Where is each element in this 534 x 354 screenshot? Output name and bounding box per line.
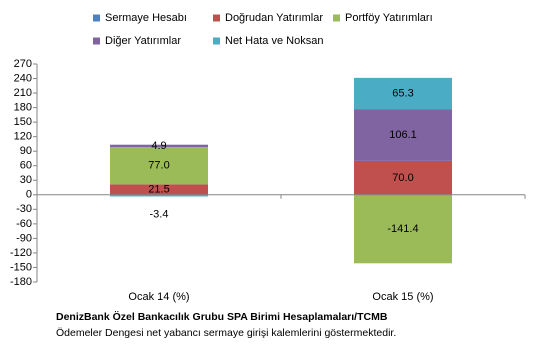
y-tick-label: 90 xyxy=(20,145,32,157)
bar-segment xyxy=(110,147,208,185)
y-tick-label: -180 xyxy=(10,276,32,288)
y-tick-label: -90 xyxy=(16,232,32,244)
note: Ödemeler Dengesi net yabancı sermaye gir… xyxy=(56,327,396,339)
legend-swatch xyxy=(93,37,100,45)
legend-swatch xyxy=(213,14,220,22)
source: DenizBank Özel Bankacılık Grubu SPA Biri… xyxy=(56,310,388,323)
y-tick-label: 180 xyxy=(14,102,32,114)
bar-segment xyxy=(354,194,452,264)
bar-segment xyxy=(110,184,208,195)
legend-swatch xyxy=(333,14,340,22)
y-tick-label: 60 xyxy=(20,160,32,172)
data-label: 21.5 xyxy=(148,183,169,195)
legend-swatch xyxy=(93,14,100,22)
y-tick-label: 30 xyxy=(20,174,32,186)
bar-segment xyxy=(354,77,452,110)
bar-segment xyxy=(354,160,452,195)
bar-segment xyxy=(110,194,208,197)
legend-label: Doğrudan Yatırımlar xyxy=(225,12,323,24)
x-tick-label: Ocak 15 (%) xyxy=(372,291,433,303)
bar-segment xyxy=(110,144,208,148)
legend-label: Diğer Yatırımlar xyxy=(105,35,181,47)
data-label: 4.9 xyxy=(151,140,166,152)
y-tick-label: 0 xyxy=(26,189,32,201)
data-label: 70.0 xyxy=(392,172,413,184)
legend-swatch xyxy=(213,37,220,45)
legend-label: Portföy Yatırımları xyxy=(345,12,433,24)
y-tick-label: 240 xyxy=(14,72,32,84)
bar-segment xyxy=(354,109,452,161)
legend-label: Net Hata ve Noksan xyxy=(225,35,323,47)
legend-label: Sermaye Hesabı xyxy=(105,12,187,24)
y-tick-label: 120 xyxy=(14,131,32,143)
data-label: 77.0 xyxy=(148,160,169,172)
y-tick-label: 150 xyxy=(14,116,32,128)
y-tick-label: 270 xyxy=(14,58,32,70)
x-tick-label: Ocak 14 (%) xyxy=(128,291,189,303)
data-label: 65.3 xyxy=(392,88,413,100)
y-tick-label: -120 xyxy=(10,247,32,259)
y-tick-label: -30 xyxy=(16,203,32,215)
data-label: -3.4 xyxy=(150,208,169,220)
y-tick-label: -60 xyxy=(16,218,32,230)
y-tick-label: 210 xyxy=(14,87,32,99)
y-tick-label: -150 xyxy=(10,261,32,273)
data-label: 106.1 xyxy=(389,129,417,141)
data-label: -141.4 xyxy=(387,223,418,235)
